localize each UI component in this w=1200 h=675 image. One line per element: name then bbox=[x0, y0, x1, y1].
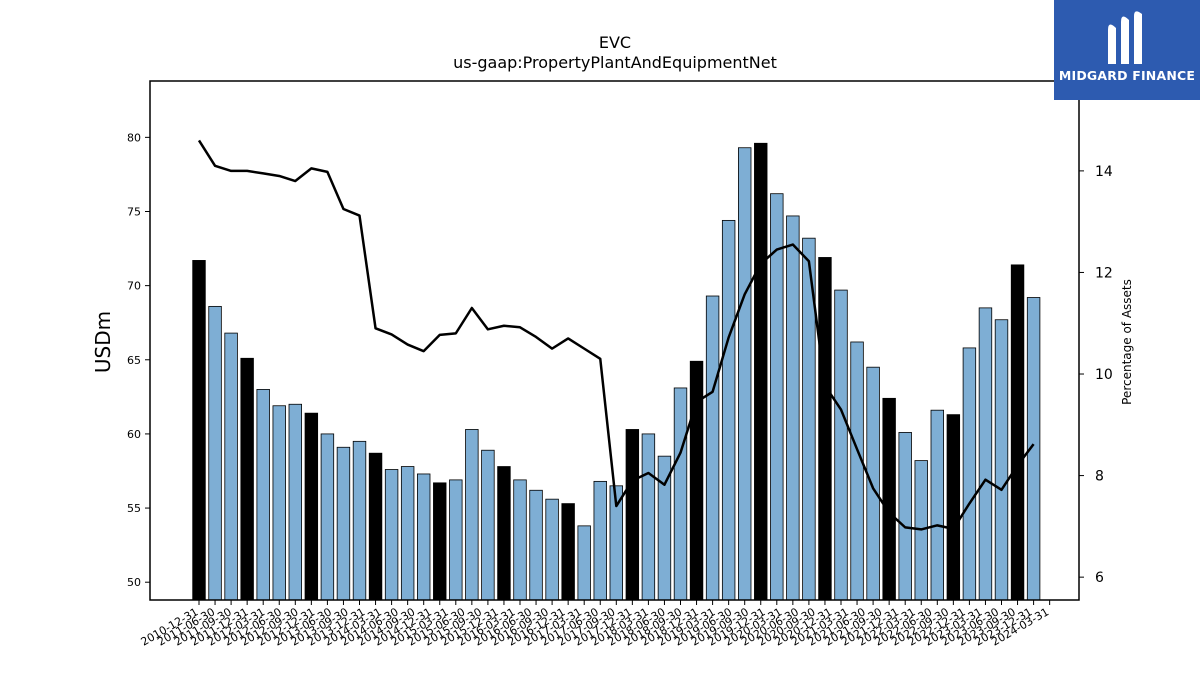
bar-2016-12-31 bbox=[577, 525, 591, 601]
bar-2017-09-30 bbox=[625, 429, 640, 601]
y-axis-left: 50 55 60 65 70 75 80 bbox=[127, 131, 150, 589]
bar-2022-06-30 bbox=[930, 409, 945, 601]
bar-2023-06-30 bbox=[994, 319, 1009, 601]
bar-2013-03-31 bbox=[336, 446, 351, 601]
bar-2020-12-31 bbox=[834, 289, 848, 601]
bar-2020-03-31 bbox=[786, 215, 800, 601]
bar-2013-09-30 bbox=[368, 452, 383, 601]
bar-2017-12-31 bbox=[641, 433, 656, 601]
line-series bbox=[197, 139, 1035, 531]
percentage-of-assets-line bbox=[197, 139, 1035, 531]
y2-tick-label: 8 bbox=[1095, 469, 1104, 485]
y-axis-right: 6 8 10 12 14 bbox=[1079, 164, 1113, 586]
brand-name: MIDGARD FINANCE bbox=[1058, 68, 1196, 83]
midgard-m-logo-icon bbox=[1108, 11, 1142, 65]
bar-2015-06-30 bbox=[481, 449, 495, 601]
bar-2020-09-30 bbox=[818, 257, 832, 601]
bar-2012-09-30 bbox=[304, 412, 319, 601]
bar-2023-09-30 bbox=[1010, 264, 1025, 601]
y-tick-label: 55 bbox=[127, 502, 141, 515]
bar-2015-03-31 bbox=[465, 429, 479, 601]
y2-tick-label: 6 bbox=[1095, 570, 1104, 586]
bar-2014-06-30 bbox=[416, 473, 431, 601]
bar-2021-03-31 bbox=[850, 341, 864, 601]
bar-series bbox=[192, 142, 1041, 601]
bar-2019-06-30 bbox=[738, 147, 752, 601]
bar-2018-09-30 bbox=[689, 360, 704, 601]
bar-2021-12-31 bbox=[898, 432, 912, 601]
bar-2014-09-30 bbox=[433, 482, 447, 601]
chart-title: EVC bbox=[599, 33, 631, 52]
bar-2018-06-30 bbox=[673, 387, 688, 601]
bar-2012-06-30 bbox=[288, 403, 303, 601]
bar-2011-06-30 bbox=[224, 332, 238, 601]
bar-2012-03-31 bbox=[272, 405, 286, 601]
bar-2012-12-31 bbox=[320, 433, 335, 601]
y2-tick-label: 14 bbox=[1095, 164, 1113, 180]
y2-tick-label: 12 bbox=[1095, 265, 1113, 281]
y2-tick-label: 10 bbox=[1095, 367, 1113, 383]
bar-2013-06-30 bbox=[352, 440, 367, 601]
bar-2013-12-31 bbox=[384, 469, 399, 601]
bar-2011-09-30 bbox=[240, 357, 254, 601]
brand-logo: MIDGARD FINANCE bbox=[1054, 0, 1200, 100]
bar-2017-03-31 bbox=[593, 480, 607, 601]
y-tick-label: 80 bbox=[127, 131, 141, 144]
bar-2014-03-31 bbox=[400, 466, 415, 601]
plot-frame bbox=[149, 80, 1080, 601]
bar-2011-12-31 bbox=[256, 389, 270, 601]
bar-2015-09-30 bbox=[497, 466, 511, 601]
bar-2014-12-31 bbox=[449, 479, 463, 601]
x-axis: 2010-12-312011-06-302011-09-302011-12-31… bbox=[139, 600, 1051, 649]
y-tick-label: 65 bbox=[127, 354, 141, 367]
bar-2023-03-31 bbox=[978, 307, 993, 601]
bar-2010-12-31 bbox=[192, 260, 206, 601]
y-axis-label: USDm bbox=[91, 311, 115, 373]
bar-2022-12-31 bbox=[962, 347, 977, 601]
bar-2015-12-31 bbox=[513, 479, 527, 601]
bar-2019-03-31 bbox=[721, 219, 736, 601]
bar-2022-09-30 bbox=[946, 414, 961, 601]
y-tick-label: 75 bbox=[127, 205, 141, 218]
bar-2016-06-30 bbox=[545, 498, 559, 601]
y-tick-label: 60 bbox=[127, 428, 141, 441]
bar-2016-09-30 bbox=[561, 503, 575, 601]
bar-2011-03-31 bbox=[208, 305, 222, 601]
chart-subtitle: us-gaap:PropertyPlantAndEquipmentNet bbox=[453, 53, 777, 72]
bar-2018-12-31 bbox=[705, 295, 720, 601]
y-tick-label: 70 bbox=[127, 280, 141, 293]
bar-2021-06-30 bbox=[866, 366, 880, 601]
bar-2016-03-31 bbox=[529, 489, 543, 601]
bar-2019-09-30 bbox=[754, 142, 768, 601]
bar-2021-09-30 bbox=[882, 397, 896, 601]
y-tick-label: 50 bbox=[127, 576, 141, 589]
y2-axis-label: Percentage of Assets bbox=[1120, 279, 1134, 405]
